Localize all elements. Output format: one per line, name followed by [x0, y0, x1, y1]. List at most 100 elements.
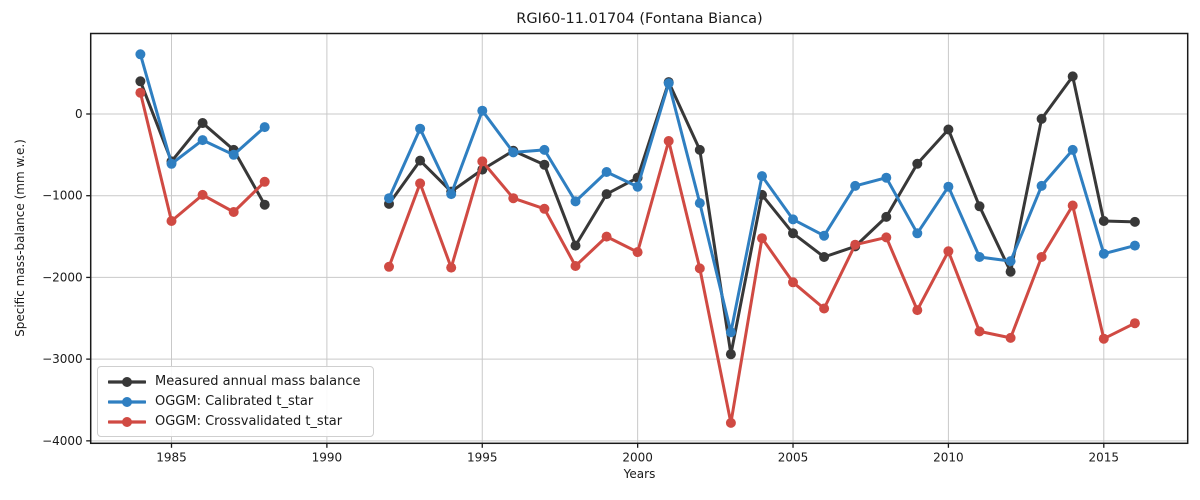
legend-item-oggm-crossvalidated: OGGM: Crossvalidated t_star: [108, 414, 361, 429]
y-tick-label: −2000: [42, 270, 83, 284]
data-point-measured: [135, 76, 146, 87]
data-point-oggm-calibrated: [819, 230, 830, 241]
grid: [90, 33, 1188, 444]
data-point-measured: [788, 228, 798, 239]
data-point-oggm-crossvalidated: [663, 136, 674, 146]
data-point-oggm-crossvalidated: [384, 261, 394, 272]
y-tick-label: −4000: [42, 434, 83, 448]
data-point-measured: [601, 189, 612, 200]
data-point-oggm-calibrated: [694, 198, 705, 209]
data-point-measured: [943, 124, 954, 135]
data-point-oggm-calibrated: [1067, 144, 1078, 155]
data-point-oggm-crossvalidated: [788, 277, 798, 288]
data-point-oggm-calibrated: [446, 189, 457, 200]
data-point-oggm-calibrated: [974, 252, 985, 262]
data-point-oggm-calibrated: [228, 149, 239, 160]
axis-ticks: 1985 1990 1995 2000 2005 2010 2015 0 −1000 −2000 −…: [42, 107, 1119, 464]
data-point-oggm-crossvalidated: [601, 231, 612, 242]
data-point-oggm-calibrated: [943, 181, 954, 192]
legend-label-oggm-calibrated: OGGM: Calibrated t_star: [155, 394, 314, 409]
y-tick-label: −1000: [42, 189, 83, 203]
data-point-oggm-calibrated: [135, 49, 146, 60]
data-point-oggm-calibrated: [757, 171, 767, 182]
series-line-measured: [387, 74, 1137, 356]
legend-item-oggm-calibrated: OGGM: Calibrated t_star: [108, 394, 361, 409]
data-point-oggm-calibrated: [477, 105, 488, 116]
chart-title: RGI60-11.01704 (Fontana Bianca): [516, 11, 763, 27]
legend-marker-icon: [122, 376, 132, 387]
legend-label-measured: Measured annual mass balance: [155, 374, 361, 389]
data-point-measured: [694, 144, 705, 155]
data-point-oggm-crossvalidated: [197, 189, 208, 200]
data-point-measured: [912, 158, 923, 169]
data-point-measured: [974, 201, 985, 212]
data-point-measured: [415, 155, 426, 166]
data-point-measured: [1098, 216, 1109, 226]
data-point-measured: [1036, 113, 1047, 124]
x-tick-label: 2005: [778, 450, 809, 464]
y-axis-label: Specific mass-balance (mm w.e.): [13, 139, 27, 337]
data-point-oggm-calibrated: [166, 158, 177, 169]
y-tick-label: 0: [75, 107, 83, 121]
data-point-oggm-calibrated: [912, 228, 923, 239]
data-point-measured: [1129, 216, 1140, 227]
data-point-oggm-crossvalidated: [943, 246, 954, 257]
data-point-oggm-crossvalidated: [757, 233, 767, 244]
x-tick-label: 2015: [1089, 450, 1120, 464]
x-tick-label: 2000: [622, 450, 653, 464]
data-point-oggm-crossvalidated: [632, 247, 643, 258]
x-tick-label: 1995: [467, 450, 498, 464]
data-point-oggm-crossvalidated: [694, 263, 705, 274]
series-line-oggm-crossvalidated: [138, 91, 267, 223]
data-point-measured: [1067, 71, 1078, 82]
x-tick-label: 1990: [312, 450, 343, 464]
data-point-oggm-calibrated: [632, 181, 643, 192]
legend-label-oggm-crossvalidated: OGGM: Crossvalidated t_star: [155, 414, 343, 429]
series-line-oggm-calibrated: [138, 52, 267, 166]
y-tick-label: −3000: [42, 352, 83, 366]
data-point-oggm-calibrated: [881, 172, 892, 183]
data-point-oggm-crossvalidated: [850, 239, 861, 250]
data-point-measured: [570, 240, 581, 251]
data-point-oggm-calibrated: [1129, 240, 1140, 251]
data-point-measured: [1005, 266, 1016, 277]
data-point-measured: [259, 199, 270, 210]
x-tick-label: 1985: [156, 450, 187, 464]
legend-swatch-oggm-crossvalidated: [108, 416, 146, 427]
data-point-oggm-crossvalidated: [1129, 318, 1140, 329]
data-point-oggm-calibrated: [197, 135, 208, 146]
data-point-oggm-crossvalidated: [819, 303, 830, 314]
data-point-oggm-crossvalidated: [415, 178, 426, 189]
legend-marker-icon: [122, 416, 132, 427]
x-tick-label: 2010: [933, 450, 964, 464]
data-point-oggm-calibrated: [1098, 248, 1109, 259]
data-point-oggm-crossvalidated: [508, 193, 519, 204]
legend-swatch-measured: [108, 376, 146, 387]
data-point-oggm-calibrated: [788, 214, 798, 225]
data-point-oggm-crossvalidated: [1098, 333, 1109, 344]
data-point-oggm-crossvalidated: [570, 261, 581, 271]
data-point-oggm-crossvalidated: [166, 216, 177, 226]
data-point-measured: [539, 159, 550, 170]
data-point-oggm-crossvalidated: [446, 262, 457, 273]
data-point-oggm-crossvalidated: [974, 326, 985, 337]
data-point-oggm-calibrated: [384, 193, 394, 204]
data-point-oggm-calibrated: [415, 123, 426, 134]
data-point-oggm-crossvalidated: [228, 207, 239, 217]
legend: Measured annual mass balance OGGM: Calibr…: [97, 366, 374, 437]
legend-swatch-oggm-calibrated: [108, 396, 146, 407]
series-oggm-calibrated: [135, 49, 1140, 338]
data-point-oggm-calibrated: [539, 144, 550, 155]
data-point-oggm-calibrated: [850, 180, 861, 191]
plot-border: [89, 32, 1189, 445]
data-point-oggm-calibrated: [570, 196, 581, 207]
data-point-oggm-calibrated: [663, 78, 674, 89]
data-point-oggm-calibrated: [1005, 256, 1016, 267]
data-point-oggm-crossvalidated: [259, 176, 270, 187]
data-point-oggm-crossvalidated: [477, 156, 488, 167]
data-point-oggm-crossvalidated: [135, 87, 146, 98]
data-point-oggm-crossvalidated: [1005, 332, 1016, 343]
data-point-measured: [819, 252, 830, 262]
data-point-oggm-calibrated: [725, 327, 736, 338]
